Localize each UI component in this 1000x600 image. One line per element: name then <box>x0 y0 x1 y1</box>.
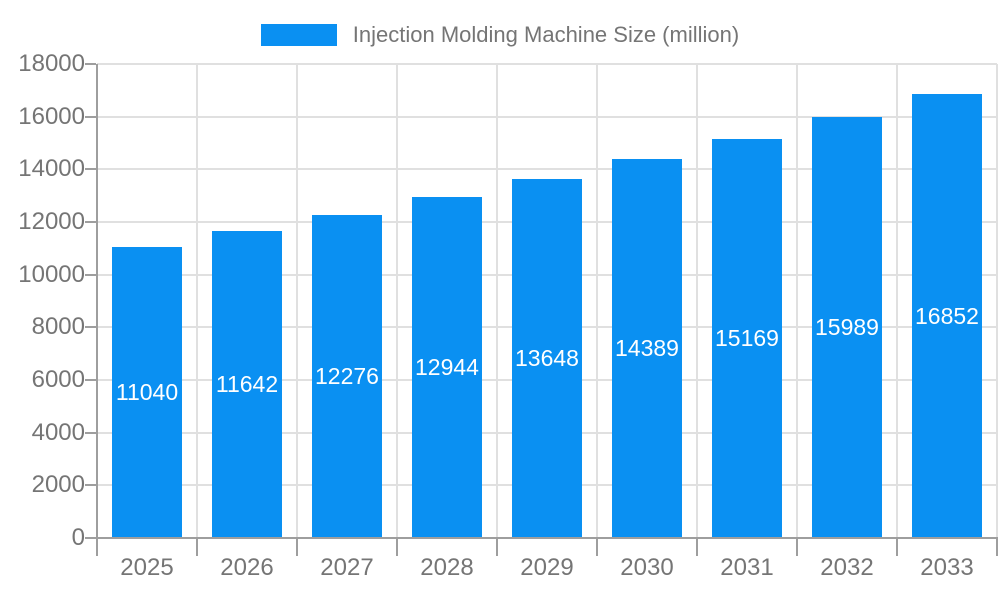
y-axis-tick-label: 0 <box>71 524 85 551</box>
x-axis-tick <box>496 538 498 556</box>
bar-value-label: 13648 <box>515 344 579 371</box>
gridline-vertical <box>996 64 998 538</box>
y-axis-tick <box>85 431 96 434</box>
bar-value-label: 15989 <box>815 313 879 340</box>
x-axis-tick-label: 2025 <box>120 554 174 581</box>
y-axis-tick-label: 4000 <box>31 418 85 446</box>
gridline-vertical <box>596 64 598 538</box>
legend-label: Injection Molding Machine Size (million) <box>352 22 740 47</box>
x-axis-tick <box>396 538 398 556</box>
x-axis-tick-label: 2029 <box>520 554 574 581</box>
bar-2029: 13648 <box>512 178 582 538</box>
bar-2025: 11040 <box>112 247 182 538</box>
x-axis-tick-label: 2030 <box>620 554 674 581</box>
bar-value-label: 11642 <box>215 371 279 398</box>
gridline-horizontal <box>97 168 997 171</box>
gridline-vertical <box>896 64 898 538</box>
x-axis-tick <box>696 538 698 556</box>
x-axis-tick <box>296 538 298 556</box>
bar-2033: 16852 <box>912 94 982 538</box>
y-axis-tick <box>85 115 96 118</box>
y-axis-tick-label: 8000 <box>31 313 85 341</box>
y-axis-line <box>96 64 98 556</box>
bar-2030: 14389 <box>612 159 682 538</box>
y-axis-tick <box>85 221 96 223</box>
gridline-vertical <box>296 64 298 538</box>
bar-2031: 15169 <box>712 138 782 538</box>
y-axis-tick <box>85 273 96 276</box>
plot-area: 11040 11642 12276 12944 13648 14389 15169 15989… <box>97 63 998 538</box>
gridline-horizontal <box>97 115 997 118</box>
y-axis-tick-label: 12000 <box>18 208 85 235</box>
gridline-horizontal <box>97 63 997 65</box>
y-axis-tick <box>85 168 96 171</box>
bar-value-label: 15169 <box>715 324 779 351</box>
bar-2032: 15989 <box>812 116 882 538</box>
y-axis-tick <box>85 63 96 65</box>
x-axis-tick <box>196 538 198 556</box>
bar-value-label: 12276 <box>315 362 379 389</box>
x-axis-tick-label: 2027 <box>320 554 374 581</box>
bar-2026: 11642 <box>212 231 282 538</box>
x-axis-tick-label: 2032 <box>820 554 874 581</box>
x-axis-tick <box>996 538 998 556</box>
gridline-vertical <box>796 64 798 538</box>
y-axis-tick-label: 10000 <box>18 260 85 288</box>
bar-value-label: 14389 <box>615 335 679 362</box>
bar-value-label: 11040 <box>115 379 179 406</box>
bar-2028: 12944 <box>412 197 482 538</box>
bar-value-label: 16852 <box>915 302 979 329</box>
x-axis-tick <box>596 538 598 556</box>
x-axis-line <box>85 537 998 539</box>
x-axis-tick-label: 2033 <box>920 554 974 581</box>
y-axis-tick-label: 14000 <box>18 155 85 183</box>
x-axis-tick <box>896 538 898 556</box>
bar-2027: 12276 <box>312 214 382 538</box>
y-axis-tick <box>85 484 96 487</box>
gridline-vertical <box>696 64 698 538</box>
y-axis-tick <box>85 379 96 381</box>
bar-value-label: 12944 <box>415 354 479 381</box>
y-axis-tick <box>85 326 96 329</box>
x-axis-tick-label: 2031 <box>720 554 774 581</box>
y-axis-tick-label: 2000 <box>31 471 85 499</box>
y-axis-tick-label: 18000 <box>18 50 85 77</box>
x-axis-tick-label: 2026 <box>220 554 274 581</box>
x-axis-tick-label: 2028 <box>420 554 474 581</box>
gridline-vertical <box>196 64 198 538</box>
y-axis-tick-label: 6000 <box>31 366 85 393</box>
x-axis-tick <box>796 538 798 556</box>
legend: Injection Molding Machine Size (million) <box>0 22 1000 48</box>
legend-swatch <box>260 24 337 46</box>
y-axis-tick-label: 16000 <box>18 102 85 130</box>
gridline-vertical <box>496 64 498 538</box>
gridline-vertical <box>396 64 398 538</box>
